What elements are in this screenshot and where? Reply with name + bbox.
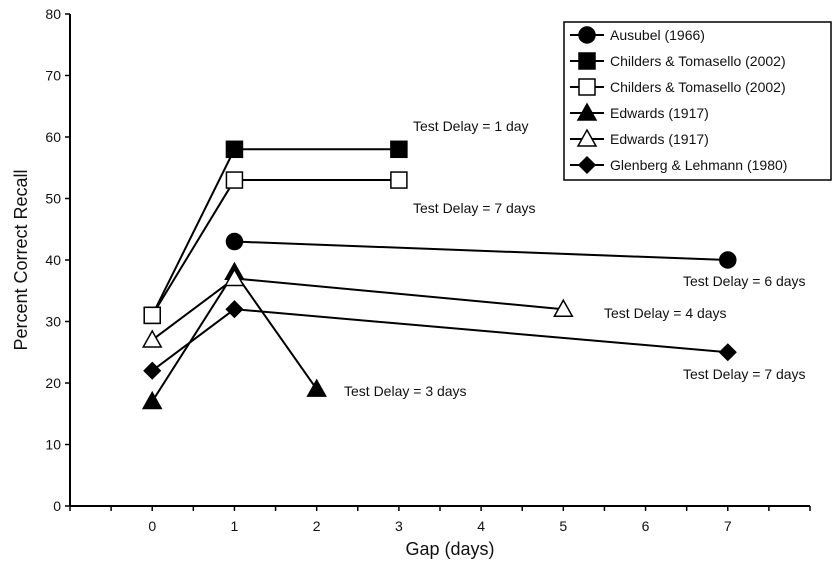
x-tick-label: 1 [231, 518, 239, 534]
series-line [234, 240, 728, 261]
annotation-label: Test Delay = 6 days [683, 273, 806, 289]
data-point [143, 306, 161, 325]
data-point [553, 298, 574, 317]
y-tick-label: 0 [53, 498, 61, 514]
legend: Ausubel (1966) Childers & Tomasello (2002… [563, 21, 832, 181]
annotation-label: Test Delay = 7 days [683, 366, 806, 382]
data-point [225, 140, 244, 159]
annotation-layer: Test Delay = 1 day Test Delay = 7 days Tes… [344, 118, 806, 399]
series-2 [143, 171, 408, 325]
series-layer [141, 140, 737, 410]
legend-marker [578, 26, 596, 44]
data-point [718, 343, 737, 362]
y-axis-title: Percent Correct Recall [11, 169, 31, 350]
data-point [390, 171, 408, 189]
series-5 [143, 300, 737, 380]
legend-label: Glenberg & Lehmann (1980) [610, 157, 787, 173]
data-point [141, 390, 163, 410]
x-axis-title: Gap (days) [405, 539, 494, 559]
data-point [225, 300, 244, 319]
series-4 [141, 267, 574, 348]
y-tick-label: 20 [45, 375, 61, 391]
legend-marker [577, 155, 597, 175]
x-tick-label: 0 [148, 518, 156, 534]
data-point [306, 378, 327, 397]
y-tick-label: 40 [45, 252, 61, 268]
x-tick-label: 3 [395, 518, 403, 534]
y-tick-label: 30 [45, 314, 61, 330]
legend-marker [578, 78, 596, 96]
annotation-label: Test Delay = 4 days [604, 305, 727, 321]
series-0 [225, 232, 737, 269]
data-point [225, 232, 244, 251]
data-point [719, 251, 737, 269]
series-line [151, 179, 399, 316]
legend-marker [576, 102, 598, 121]
annotation-label: Test Delay = 1 day [413, 118, 529, 134]
series-line [151, 277, 564, 341]
data-point [141, 329, 163, 348]
y-tick-label: 80 [45, 6, 61, 22]
legend-marker [578, 52, 596, 70]
x-tick-label: 7 [724, 518, 732, 534]
legend-label: Childers & Tomasello (2002) [610, 53, 786, 69]
y-tick-label: 60 [45, 129, 61, 145]
data-point [390, 140, 408, 159]
annotation-label: Test Delay = 7 days [413, 200, 536, 216]
x-tick-label: 5 [559, 518, 567, 534]
series-line [151, 270, 318, 402]
y-tick-label: 70 [45, 68, 61, 84]
legend-label: Ausubel (1966) [610, 27, 705, 43]
legend-label: Childers & Tomasello (2002) [610, 79, 786, 95]
x-tick-label: 6 [642, 518, 650, 534]
x-tick-label: 2 [313, 518, 321, 534]
data-point [224, 267, 245, 287]
y-tick-label: 10 [45, 437, 61, 453]
data-point [225, 171, 244, 189]
data-point [143, 361, 162, 380]
legend-label: Edwards (1917) [610, 131, 709, 147]
y-tick-label: 50 [45, 191, 61, 207]
series-1 [143, 140, 408, 325]
legend-label: Edwards (1917) [610, 105, 709, 121]
x-tick-label: 4 [477, 518, 485, 534]
legend-box [563, 21, 832, 181]
legend-marker [576, 128, 598, 147]
annotation-label: Test Delay = 3 days [344, 383, 467, 399]
